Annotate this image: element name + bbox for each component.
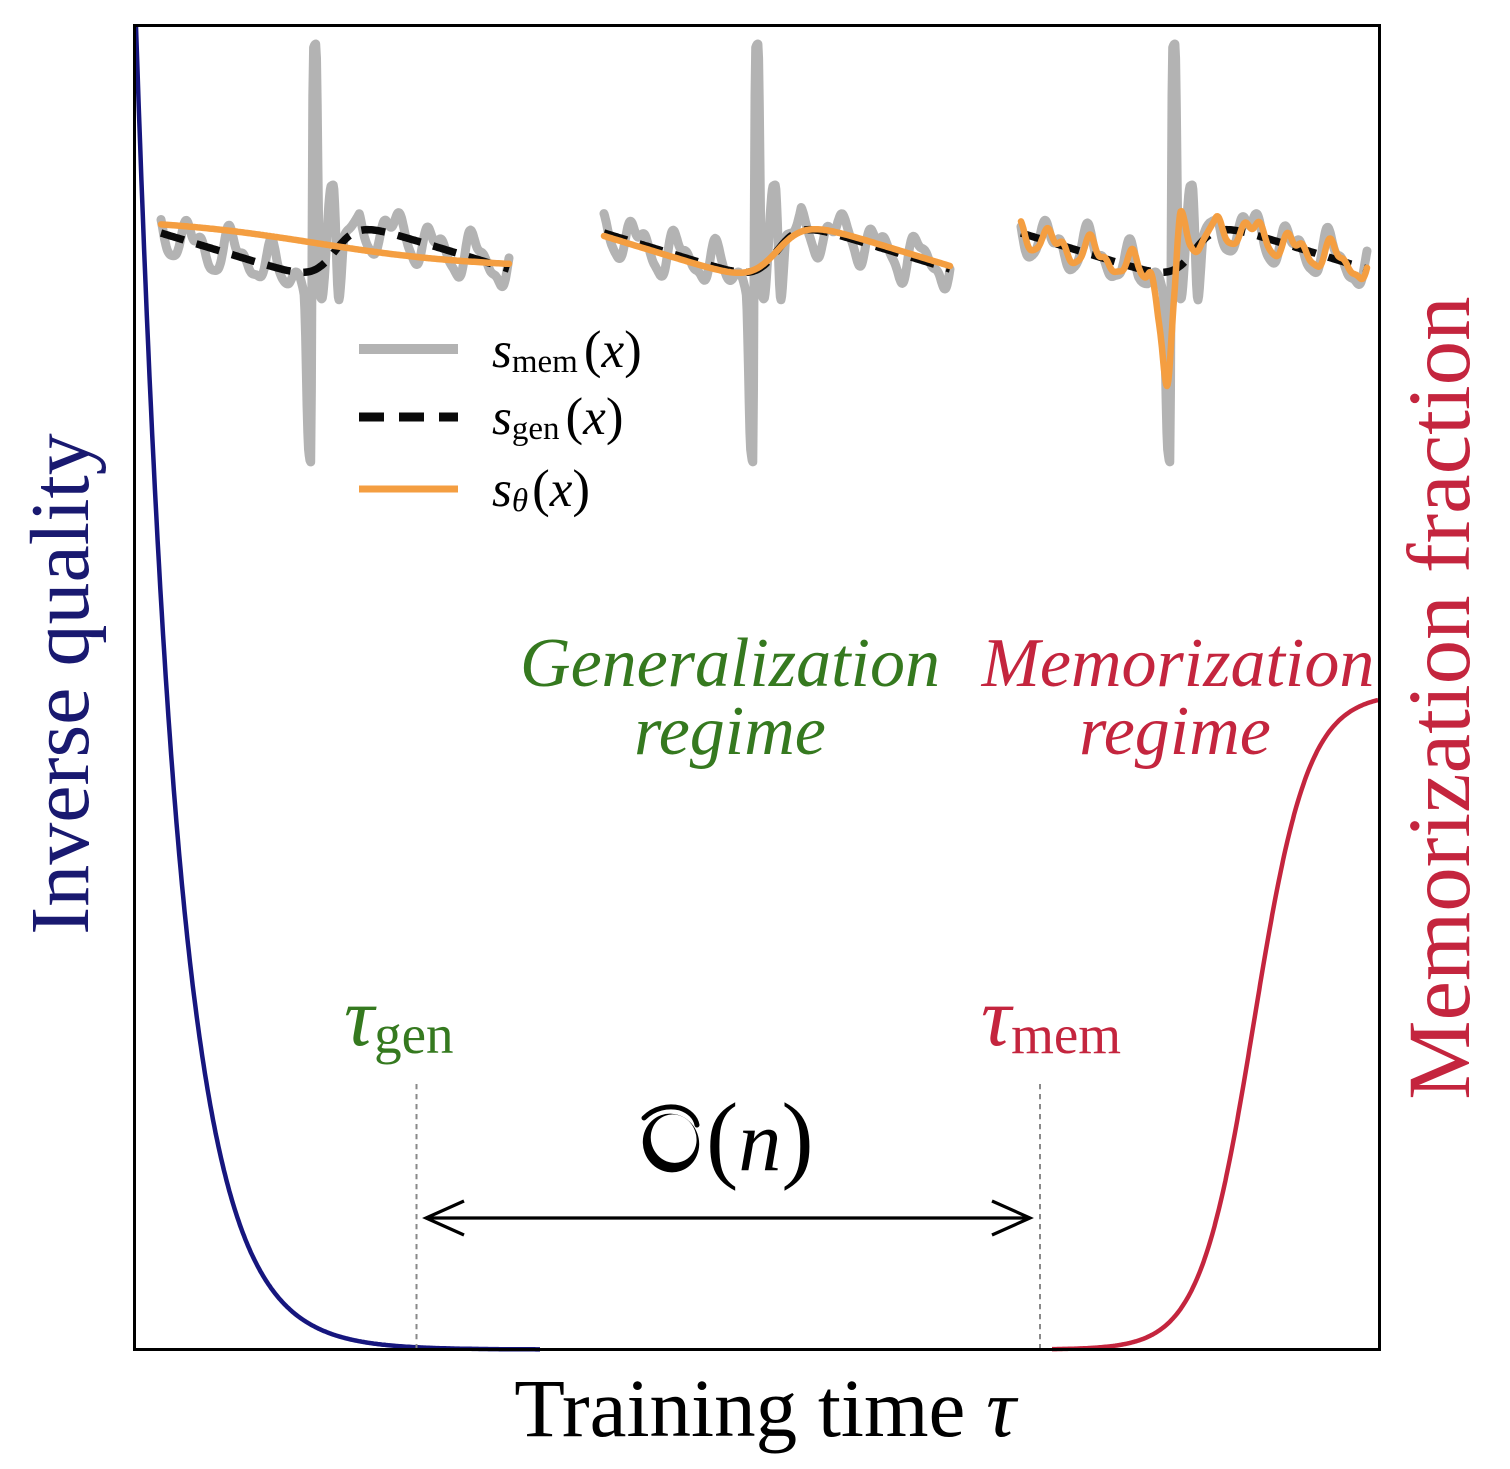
svg-text:Inverse quality: Inverse quality (14, 433, 107, 935)
svg-text:Memorization fraction: Memorization fraction (1391, 296, 1489, 1099)
svg-text:regime: regime (1079, 693, 1271, 770)
svg-text:sθ(x): sθ(x) (492, 460, 590, 519)
svg-text:(n): (n) (706, 1084, 814, 1191)
svg-text:regime: regime (634, 693, 826, 770)
svg-text:Training time τ: Training time τ (514, 1362, 1019, 1454)
svg-text:Generalization: Generalization (520, 625, 940, 702)
svg-text:Memorization: Memorization (981, 625, 1375, 702)
